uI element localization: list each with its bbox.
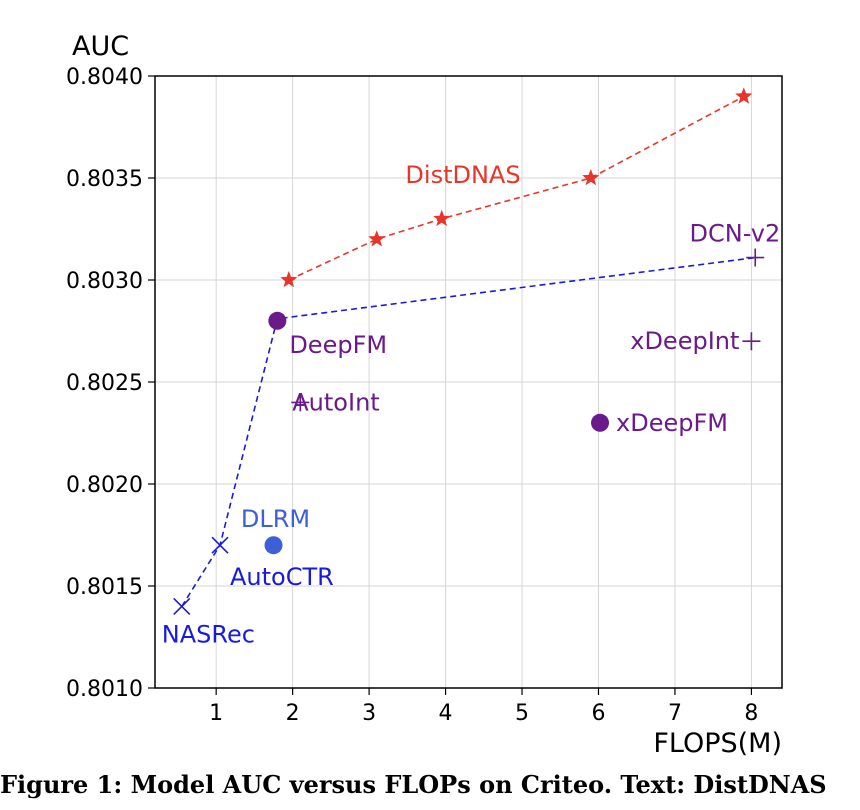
auc-vs-flops-chart: 1 2 3 4 5 6 7 8 0.8010 0.8015 0.8020 0.8025 0.8030 0.… (66, 31, 783, 759)
x-tick-label: 8 (744, 701, 758, 726)
x-axis-title: FLOPS(M) (653, 728, 782, 759)
star-point-1 (280, 271, 298, 288)
figure-caption-text: Figure 1: Model AUC versus FLOPs on Crit… (0, 770, 827, 799)
star-point-3 (433, 209, 451, 227)
point-labels: DeepFM AutoInt xDeepFM xDeepInt DCN-v2 DLRM Au… (162, 161, 780, 648)
autoint-marker (291, 393, 310, 412)
x-tick-label: 1 (209, 701, 223, 726)
y-axis-title: AUC (72, 31, 129, 62)
xdeepint-marker (742, 332, 761, 351)
grid-lines (155, 75, 782, 689)
x-tick-label: 6 (591, 701, 605, 726)
y-tick-label: 0.8025 (66, 371, 143, 396)
y-tick-label: 0.8030 (66, 269, 143, 294)
nasrec-label: NASRec (162, 620, 255, 648)
xdeepfm-marker (591, 413, 610, 432)
autoctr-marker (211, 536, 229, 554)
x-tick-label: 2 (286, 701, 300, 726)
dlrm-marker (264, 536, 283, 555)
y-tick-label: 0.8020 (66, 473, 143, 498)
distdnas-annotation: DistDNAS (405, 161, 520, 189)
autoint-label: AutoInt (292, 388, 379, 416)
xdeepint-label: xDeepInt (630, 327, 739, 355)
y-tick-label: 0.8040 (66, 65, 143, 90)
data-markers (173, 87, 765, 615)
x-tick-label: 4 (439, 701, 453, 726)
figure-caption: Figure 1: Model AUC versus FLOPs on Crit… (0, 770, 860, 810)
xdeepfm-label: xDeepFM (616, 409, 728, 437)
star-point-2 (368, 230, 386, 247)
x-tick-label: 7 (668, 701, 682, 726)
dlrm-label: DLRM (241, 505, 310, 533)
dcn-v2-marker (746, 248, 765, 267)
deepfm-label: DeepFM (289, 331, 387, 359)
star-point-4 (582, 169, 600, 186)
dcn-v2-label: DCN-v2 (690, 220, 781, 248)
x-tick-label: 5 (515, 701, 529, 726)
autoctr-label: AutoCTR (230, 563, 334, 591)
y-tick-label: 0.8010 (66, 677, 143, 702)
star-point-5 (735, 87, 753, 104)
y-tick-label: 0.8035 (66, 167, 143, 192)
deepfm-marker (268, 311, 287, 330)
x-tick-label: 3 (362, 701, 376, 726)
axis-ticks: 1 2 3 4 5 6 7 8 0.8010 0.8015 0.8020 0.8025 0.8030 0.… (66, 65, 758, 726)
y-tick-label: 0.8015 (66, 575, 143, 600)
nasrec-marker (173, 597, 191, 615)
